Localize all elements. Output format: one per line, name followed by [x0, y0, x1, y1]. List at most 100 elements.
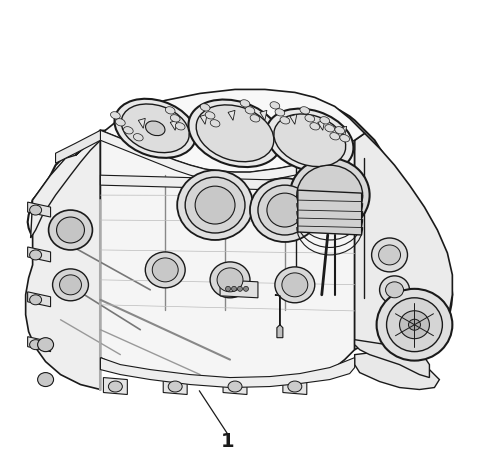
Ellipse shape: [53, 269, 88, 301]
Ellipse shape: [372, 238, 408, 272]
Text: 1: 1: [221, 432, 235, 451]
Ellipse shape: [195, 186, 235, 224]
Ellipse shape: [121, 104, 189, 153]
Ellipse shape: [196, 105, 274, 162]
Ellipse shape: [37, 338, 54, 351]
Polygon shape: [138, 119, 145, 128]
Polygon shape: [355, 351, 439, 389]
Polygon shape: [56, 130, 100, 163]
Polygon shape: [31, 130, 100, 238]
Polygon shape: [260, 110, 267, 120]
Ellipse shape: [30, 340, 42, 350]
Ellipse shape: [48, 210, 93, 250]
Ellipse shape: [210, 262, 250, 298]
Ellipse shape: [110, 112, 120, 119]
Polygon shape: [28, 337, 50, 351]
Polygon shape: [220, 280, 258, 298]
Polygon shape: [283, 377, 307, 394]
Polygon shape: [28, 292, 50, 307]
Ellipse shape: [145, 121, 165, 136]
Ellipse shape: [57, 217, 84, 243]
Ellipse shape: [165, 106, 175, 114]
Polygon shape: [340, 126, 347, 136]
Ellipse shape: [377, 289, 452, 361]
Ellipse shape: [282, 273, 308, 297]
Ellipse shape: [245, 106, 255, 114]
Polygon shape: [100, 175, 355, 192]
Ellipse shape: [145, 252, 185, 288]
Ellipse shape: [200, 104, 210, 111]
Polygon shape: [28, 202, 50, 217]
Ellipse shape: [168, 381, 182, 392]
Ellipse shape: [250, 178, 320, 242]
Polygon shape: [28, 90, 452, 357]
Ellipse shape: [116, 119, 125, 126]
Polygon shape: [100, 130, 355, 385]
Polygon shape: [103, 377, 127, 394]
Ellipse shape: [238, 286, 242, 291]
Polygon shape: [318, 120, 325, 130]
Ellipse shape: [275, 109, 285, 116]
Ellipse shape: [37, 373, 54, 387]
Ellipse shape: [330, 132, 339, 140]
Ellipse shape: [108, 381, 122, 392]
Ellipse shape: [170, 115, 180, 122]
Ellipse shape: [115, 99, 196, 158]
Ellipse shape: [152, 258, 178, 282]
Ellipse shape: [226, 286, 230, 291]
Polygon shape: [170, 120, 177, 130]
Polygon shape: [100, 357, 355, 388]
Ellipse shape: [266, 109, 353, 172]
Ellipse shape: [305, 115, 315, 122]
Ellipse shape: [217, 268, 243, 292]
Ellipse shape: [300, 106, 310, 114]
Polygon shape: [298, 190, 361, 235]
Ellipse shape: [228, 381, 242, 392]
Ellipse shape: [30, 205, 42, 215]
Ellipse shape: [399, 311, 430, 338]
Polygon shape: [163, 377, 187, 394]
Ellipse shape: [340, 135, 349, 142]
Polygon shape: [28, 247, 50, 262]
Ellipse shape: [335, 127, 345, 134]
Polygon shape: [223, 377, 247, 394]
Ellipse shape: [288, 381, 302, 392]
Ellipse shape: [320, 117, 330, 124]
Ellipse shape: [177, 170, 253, 240]
Polygon shape: [25, 130, 100, 389]
Ellipse shape: [231, 286, 237, 291]
Ellipse shape: [205, 112, 215, 119]
Ellipse shape: [385, 282, 404, 298]
Ellipse shape: [408, 319, 420, 330]
Ellipse shape: [30, 250, 42, 260]
Ellipse shape: [210, 119, 220, 127]
Ellipse shape: [290, 158, 370, 232]
Ellipse shape: [60, 275, 82, 295]
Ellipse shape: [240, 100, 250, 107]
Ellipse shape: [275, 267, 315, 303]
Polygon shape: [75, 89, 365, 172]
Polygon shape: [275, 295, 283, 338]
Ellipse shape: [185, 177, 245, 233]
Ellipse shape: [379, 245, 400, 265]
Polygon shape: [100, 130, 355, 182]
Ellipse shape: [30, 295, 42, 305]
Polygon shape: [228, 110, 235, 120]
Ellipse shape: [325, 125, 335, 132]
Ellipse shape: [189, 100, 282, 167]
Ellipse shape: [133, 134, 143, 141]
Polygon shape: [355, 133, 452, 357]
Polygon shape: [290, 114, 297, 125]
Ellipse shape: [380, 276, 409, 304]
Ellipse shape: [297, 165, 362, 225]
Ellipse shape: [274, 114, 346, 167]
Polygon shape: [200, 114, 207, 125]
Ellipse shape: [270, 102, 280, 109]
Ellipse shape: [243, 286, 249, 291]
Ellipse shape: [280, 117, 290, 124]
Ellipse shape: [175, 123, 185, 130]
Ellipse shape: [250, 115, 260, 122]
Ellipse shape: [123, 127, 133, 134]
Ellipse shape: [258, 185, 312, 235]
Polygon shape: [355, 340, 430, 377]
